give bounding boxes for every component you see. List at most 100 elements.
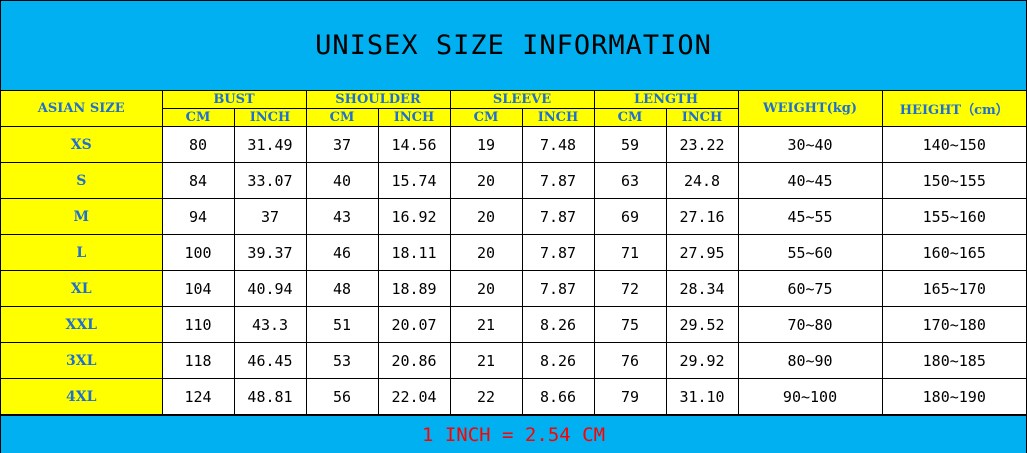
cell-value: 28.34 — [665, 270, 739, 307]
size-label: XS — [1, 126, 163, 163]
size-label: 3XL — [1, 342, 163, 379]
cell-value: 37 — [233, 198, 307, 235]
table-row: XXL 110 43.3 51 20.07 21 8.26 75 29.52 70~80 170~1… — [1, 306, 1027, 343]
cell-value: 40 — [305, 162, 379, 199]
cell-value: 39.37 — [233, 234, 307, 271]
cell-value: 180~190 — [881, 378, 1027, 415]
cell-value: 22 — [449, 378, 523, 415]
cell-value: 80 — [161, 126, 235, 163]
cell-value: 60~75 — [737, 270, 883, 307]
cell-value: 79 — [593, 378, 667, 415]
cell-value: 7.87 — [521, 234, 595, 271]
cell-value: 75 — [593, 306, 667, 343]
cell-value: 90~100 — [737, 378, 883, 415]
cell-value: 46 — [305, 234, 379, 271]
cell-value: 55~60 — [737, 234, 883, 271]
cell-value: 21 — [449, 342, 523, 379]
cell-value: 40~45 — [737, 162, 883, 199]
cell-value: 33.07 — [233, 162, 307, 199]
cell-value: 80~90 — [737, 342, 883, 379]
cell-value: 20 — [449, 198, 523, 235]
table-row: 3XL 118 46.45 53 20.86 21 8.26 76 29.92 80~90 180~… — [1, 342, 1027, 379]
cell-value: 15.74 — [377, 162, 451, 199]
cell-value: 94 — [161, 198, 235, 235]
cell-value: 7.87 — [521, 198, 595, 235]
cell-value: 20.07 — [377, 306, 451, 343]
table-row: XS 80 31.49 37 14.56 19 7.48 59 23.22 30~40 140~15… — [1, 126, 1027, 163]
cell-value: 53 — [305, 342, 379, 379]
cell-value: 48.81 — [233, 378, 307, 415]
cell-value: 43.3 — [233, 306, 307, 343]
cell-value: 84 — [161, 162, 235, 199]
cell-value: 104 — [161, 270, 235, 307]
cell-value: 40.94 — [233, 270, 307, 307]
cell-value: 69 — [593, 198, 667, 235]
cell-value: 140~150 — [881, 126, 1027, 163]
cell-value: 8.66 — [521, 378, 595, 415]
cell-value: 63 — [593, 162, 667, 199]
header-length: LENGTH — [593, 91, 739, 109]
cell-value: 124 — [161, 378, 235, 415]
header-cm: CM — [593, 108, 667, 127]
cell-value: 155~160 — [881, 198, 1027, 235]
cell-value: 16.92 — [377, 198, 451, 235]
size-label: S — [1, 162, 163, 199]
header-inch: INCH — [521, 108, 595, 127]
cell-value: 118 — [161, 342, 235, 379]
cell-value: 160~165 — [881, 234, 1027, 271]
header-cm: CM — [449, 108, 523, 127]
cell-value: 20.86 — [377, 342, 451, 379]
cell-value: 14.56 — [377, 126, 451, 163]
size-table: ASIAN SIZE BUST SHOULDER SLEEVE LENGTH W… — [1, 91, 1027, 415]
cell-value: 29.52 — [665, 306, 739, 343]
cell-value: 31.10 — [665, 378, 739, 415]
cell-value: 18.89 — [377, 270, 451, 307]
cell-value: 51 — [305, 306, 379, 343]
cell-value: 46.45 — [233, 342, 307, 379]
cell-value: 27.16 — [665, 198, 739, 235]
cell-value: 150~155 — [881, 162, 1027, 199]
table-row: L 100 39.37 46 18.11 20 7.87 71 27.95 55~60 160~16… — [1, 234, 1027, 271]
cell-value: 20 — [449, 234, 523, 271]
header-inch: INCH — [377, 108, 451, 127]
header-inch: INCH — [233, 108, 307, 127]
cell-value: 170~180 — [881, 306, 1027, 343]
cell-value: 71 — [593, 234, 667, 271]
header-asian-size: ASIAN SIZE — [1, 91, 163, 127]
cell-value: 29.92 — [665, 342, 739, 379]
cell-value: 7.87 — [521, 162, 595, 199]
cell-value: 20 — [449, 162, 523, 199]
cell-value: 23.22 — [665, 126, 739, 163]
chart-title: UNISEX SIZE INFORMATION — [1, 1, 1026, 91]
cell-value: 165~170 — [881, 270, 1027, 307]
cell-value: 43 — [305, 198, 379, 235]
size-label: XXL — [1, 306, 163, 343]
cell-value: 45~55 — [737, 198, 883, 235]
cell-value: 30~40 — [737, 126, 883, 163]
size-label: 4XL — [1, 378, 163, 415]
size-label: XL — [1, 270, 163, 307]
cell-value: 8.26 — [521, 306, 595, 343]
size-label: M — [1, 198, 163, 235]
header-height: HEIGHT（cm） — [881, 91, 1027, 127]
cell-value: 27.95 — [665, 234, 739, 271]
cell-value: 20 — [449, 270, 523, 307]
cell-value: 59 — [593, 126, 667, 163]
header-inch: INCH — [665, 108, 739, 127]
cell-value: 7.48 — [521, 126, 595, 163]
cell-value: 72 — [593, 270, 667, 307]
cell-value: 180~185 — [881, 342, 1027, 379]
cell-value: 110 — [161, 306, 235, 343]
table-row: S 84 33.07 40 15.74 20 7.87 63 24.8 40~45 150~155 — [1, 162, 1027, 199]
header-cm: CM — [162, 108, 235, 127]
header-shoulder: SHOULDER — [305, 91, 451, 109]
cell-value: 70~80 — [737, 306, 883, 343]
table-row: M 94 37 43 16.92 20 7.87 69 27.16 45~55 155~160 — [1, 198, 1027, 235]
header-sleeve: SLEEVE — [449, 91, 595, 109]
cell-value: 76 — [593, 342, 667, 379]
cell-value: 7.87 — [521, 270, 595, 307]
table-row: 4XL 124 48.81 56 22.04 22 8.66 79 31.10 90~100 180… — [1, 378, 1027, 415]
cell-value: 22.04 — [377, 378, 451, 415]
cell-value: 24.8 — [665, 162, 739, 199]
